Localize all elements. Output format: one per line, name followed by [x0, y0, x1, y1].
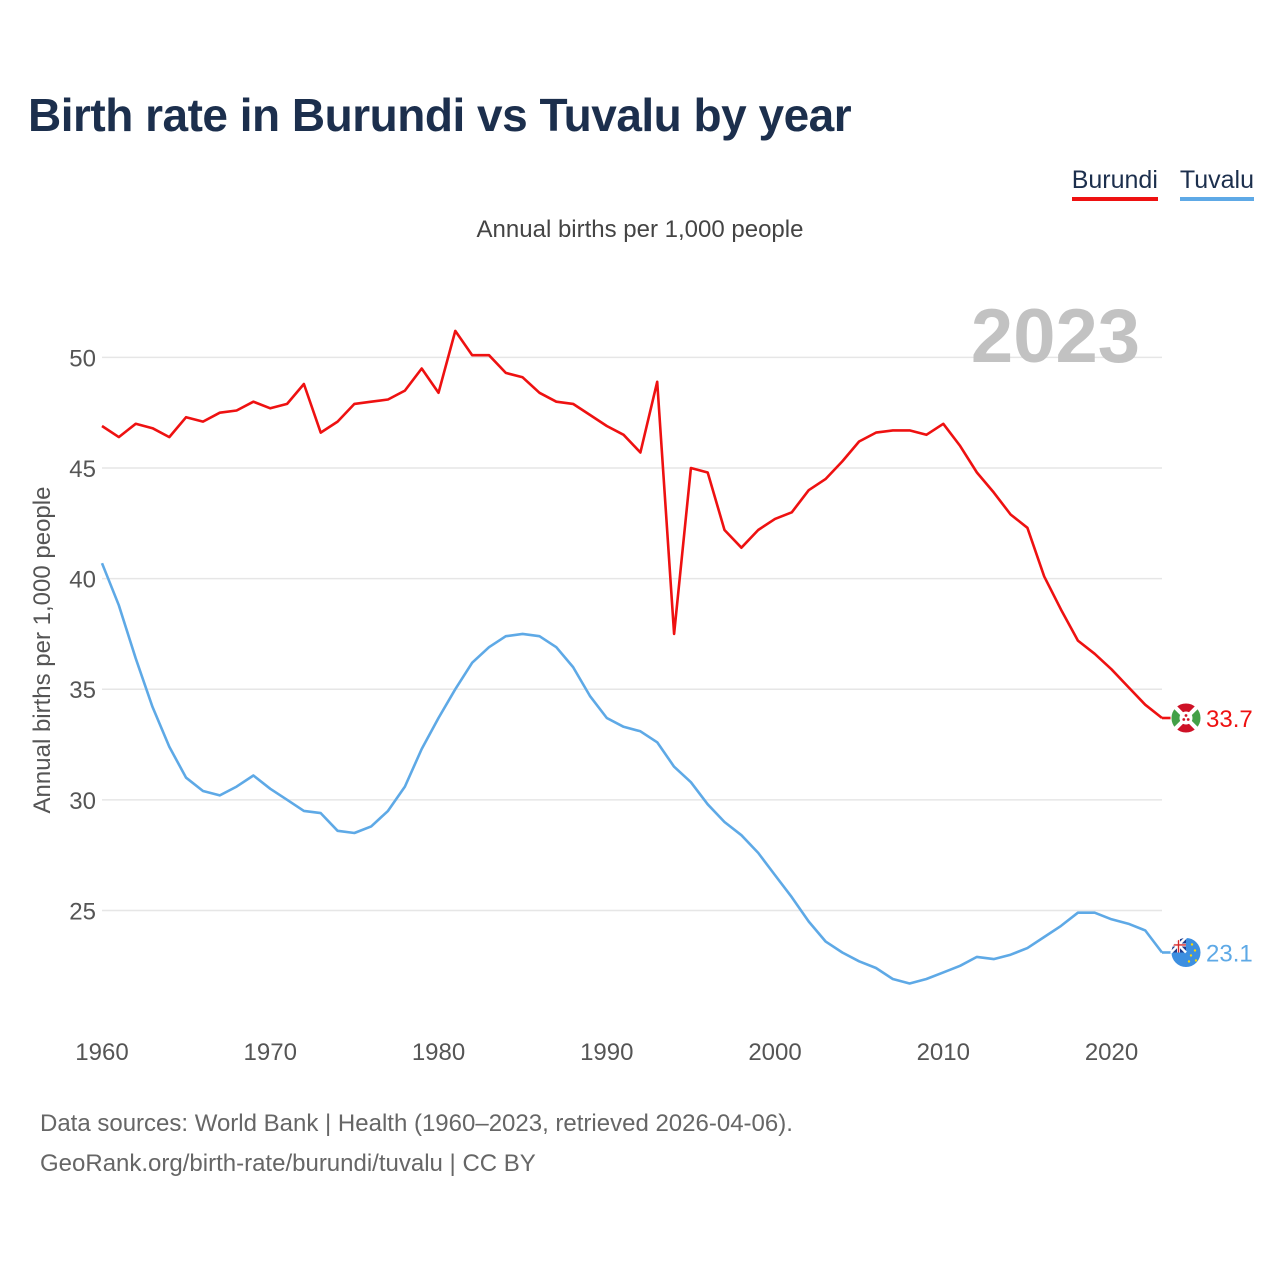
footer-link: GeoRank.org/birth-rate/burundi/tuvalu | …: [40, 1150, 536, 1177]
y-axis-label: Annual births per 1,000 people: [29, 487, 56, 814]
line-chart: 25 30 35 40 45 50 1960 1970 1980 1990 2000 2010 2020…: [29, 294, 1253, 1066]
x-tick-label-2020: 2020: [1085, 1039, 1138, 1066]
burundi-flag-icon: [1170, 702, 1202, 734]
year-watermark: 2023: [971, 294, 1140, 379]
y-tick-label-45: 45: [69, 456, 96, 483]
legend-item-burundi[interactable]: Burundi: [1071, 166, 1158, 201]
footer: Data sources: World Bank | Health (1960–…: [40, 1104, 793, 1184]
legend: Burundi Tuvalu: [1071, 166, 1254, 201]
y-tick-label-40: 40: [69, 567, 96, 594]
y-tick-label-35: 35: [69, 677, 96, 704]
chart-title: Birth rate in Burundi vs Tuvalu by year: [28, 89, 852, 141]
y-tick-label-30: 30: [69, 788, 96, 815]
series-line-burundi: [101, 329, 1163, 720]
x-tick-label-2010: 2010: [917, 1039, 970, 1066]
footer-sources: Data sources: World Bank | Health (1960–…: [40, 1110, 793, 1137]
series-line-tuvalu: [100, 562, 1164, 985]
x-tick-label-1970: 1970: [244, 1039, 297, 1066]
end-label-burundi: 33.7: [1206, 706, 1253, 733]
x-tick-label-1960: 1960: [75, 1039, 128, 1066]
tuvalu-flag-icon: [1170, 936, 1202, 968]
y-tick-label-50: 50: [69, 345, 96, 372]
x-tick-label-1980: 1980: [412, 1039, 465, 1066]
y-tick-label-25: 25: [69, 898, 96, 925]
legend-item-tuvalu[interactable]: Tuvalu: [1179, 166, 1254, 201]
x-tick-label-2000: 2000: [748, 1039, 801, 1066]
end-label-tuvalu: 23.1: [1206, 940, 1253, 967]
x-tick-label-1990: 1990: [580, 1039, 633, 1066]
chart-subtitle: Annual births per 1,000 people: [476, 216, 804, 243]
